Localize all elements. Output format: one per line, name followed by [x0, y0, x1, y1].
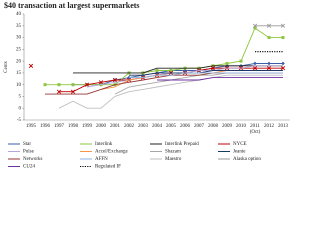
marker — [266, 66, 272, 71]
x-tick-label: 1998 — [68, 124, 79, 129]
marker — [98, 80, 104, 85]
x-tick-label: 2011 — [250, 124, 260, 129]
marker — [28, 63, 34, 68]
legend-label: Networks — [23, 157, 42, 162]
marker — [70, 89, 76, 94]
legend-label: Interlink Prepaid — [165, 142, 199, 147]
legend-label: NYCE — [233, 142, 247, 147]
y-tick-label: 5 — [19, 95, 22, 100]
marker — [225, 61, 229, 65]
marker — [281, 61, 285, 66]
marker — [56, 89, 62, 94]
x-tick-label: 2009 — [222, 124, 233, 129]
marker — [112, 77, 118, 83]
x-tick-label: 2005 — [166, 124, 177, 129]
legend-label: Jeanie — [233, 150, 246, 155]
marker — [267, 61, 271, 66]
series-line — [58, 74, 283, 109]
x-tick-label: 2007 — [194, 124, 205, 129]
x-tick-label: 2002 — [124, 124, 135, 129]
y-tick-label: -5 — [17, 118, 22, 123]
y-tick-label: 30 — [16, 36, 22, 41]
legend-label: CU24 — [23, 165, 35, 170]
legend-label: Pulse — [23, 150, 35, 155]
legend-label: Maestro — [165, 157, 182, 162]
chart-title: $40 transaction at largest supermarkets — [4, 1, 140, 10]
legend-label: Regulated IF — [95, 165, 121, 170]
series-line — [45, 72, 283, 95]
marker — [266, 23, 272, 28]
y-tick-label: 10 — [16, 83, 22, 88]
x-note: (Oct) — [250, 130, 261, 135]
y-tick-label: 35 — [16, 24, 22, 29]
x-tick-label: 2003 — [138, 124, 149, 129]
x-tick-label: 2006 — [180, 124, 191, 129]
y-tick-label: 25 — [16, 47, 22, 52]
marker — [239, 59, 243, 63]
marker — [252, 23, 258, 28]
legend-label: Interlink — [95, 142, 113, 147]
marker — [71, 83, 75, 87]
marker — [280, 66, 286, 71]
legend-label: Star — [23, 142, 31, 147]
marker — [252, 66, 258, 71]
series-line — [73, 63, 283, 86]
marker — [280, 23, 286, 28]
marker — [267, 36, 271, 40]
series-line — [129, 72, 283, 79]
x-tick-label: 2008 — [208, 124, 219, 129]
x-tick-label: 1999 — [82, 124, 93, 129]
series-line — [129, 70, 283, 76]
x-tick-label: 1995 — [26, 124, 37, 129]
marker — [57, 83, 61, 87]
marker — [84, 82, 90, 87]
y-tick-label: 20 — [16, 59, 22, 64]
x-tick-label: 2013 — [278, 124, 289, 129]
marker — [169, 69, 173, 73]
series-line — [73, 65, 283, 74]
legend-label: Alaska option — [233, 157, 261, 162]
x-tick-label: 2004 — [152, 124, 163, 129]
legend-label: Accel/Exchange — [95, 150, 129, 155]
marker — [253, 26, 257, 30]
x-tick-label: 2000 — [96, 124, 107, 129]
chart: $40 transaction at largest supermarkets … — [4, 1, 290, 170]
x-tick-label: 2001 — [110, 124, 121, 129]
legend-label: AFFN — [95, 157, 108, 162]
x-tick-label: 1996 — [40, 124, 51, 129]
y-tick-label: 0 — [19, 106, 22, 111]
y-tick-label: 15 — [16, 71, 22, 76]
x-tick-label: 2010 — [236, 124, 247, 129]
marker — [253, 61, 257, 66]
marker — [43, 83, 47, 87]
marker — [281, 36, 285, 40]
y-tick-label: 40 — [16, 12, 22, 17]
legend-label: Shazam — [165, 150, 181, 155]
y-axis-label: Cents — [4, 61, 9, 72]
series-line — [157, 77, 283, 81]
marker — [210, 66, 216, 71]
marker — [155, 69, 159, 73]
x-tick-label: 1997 — [54, 124, 65, 129]
x-tick-label: 2012 — [264, 124, 275, 129]
series-line — [45, 27, 283, 86]
